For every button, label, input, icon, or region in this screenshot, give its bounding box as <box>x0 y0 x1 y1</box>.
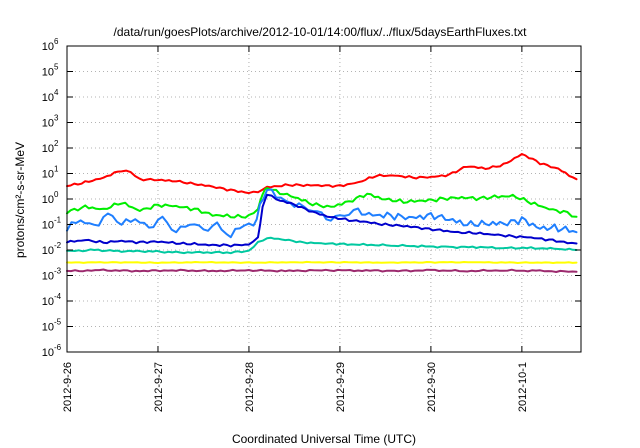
y-tick-label: 10 <box>42 347 54 359</box>
series-line-1 <box>66 153 578 195</box>
x-tick-label: 2012-9-27 <box>153 362 165 412</box>
y-tick-label: 10 <box>42 271 54 283</box>
y-tick-exponent: 4 <box>54 88 59 97</box>
y-tick-exponent: 3 <box>54 114 59 123</box>
chart-title: /data/run/goesPlots/archive/2012-10-01/1… <box>114 25 528 39</box>
y-tick-label: 10 <box>42 220 54 232</box>
series-line-6 <box>66 260 578 264</box>
y-tick-exponent: -1 <box>54 216 62 225</box>
y-tick-exponent: -5 <box>54 318 62 327</box>
y-tick-exponent: 2 <box>54 139 59 148</box>
y-tick-exponent: -6 <box>54 343 62 352</box>
x-tick-label: 2012-9-29 <box>335 362 347 412</box>
y-tick-label: 10 <box>42 118 54 130</box>
y-tick-exponent: 6 <box>54 37 59 46</box>
y-tick-label: 10 <box>42 296 54 308</box>
series-line-4 <box>66 193 578 248</box>
x-tick-label: 2012-9-30 <box>426 362 438 412</box>
ticks-layer <box>66 45 581 353</box>
x-axis-label: Coordinated Universal Time (UTC) <box>232 432 416 446</box>
y-tick-label: 10 <box>42 92 54 104</box>
y-tick-label: 10 <box>42 194 54 206</box>
x-tick-label: 2012-9-26 <box>62 362 74 412</box>
y-tick-exponent: -3 <box>54 267 62 276</box>
x-tick-labels: 2012-9-26 2012-9-27 2012-9-28 2012-9-29 2012… <box>62 362 529 412</box>
series-line-2 <box>66 187 578 219</box>
y-tick-exponent: 5 <box>54 63 59 72</box>
y-tick-label: 10 <box>42 67 54 79</box>
y-tick-labels: 10 -610 -510 -410 -310 -210 -110 010 110 210 310 41… <box>42 37 62 359</box>
series-layer <box>66 153 578 273</box>
y-tick-label: 10 <box>42 245 54 257</box>
y-tick-exponent: 0 <box>54 190 59 199</box>
series-line-5 <box>66 236 578 255</box>
y-tick-exponent: -4 <box>54 292 62 301</box>
x-tick-label: 2012-10-1 <box>517 362 529 412</box>
y-tick-label: 10 <box>42 169 54 181</box>
series-line-7 <box>66 268 578 273</box>
y-tick-label: 10 <box>42 322 54 334</box>
y-tick-label: 10 <box>42 143 54 155</box>
grid-layer <box>67 46 581 352</box>
y-tick-label: 10 <box>42 41 54 53</box>
y-tick-exponent: -2 <box>54 241 62 250</box>
x-tick-label: 2012-9-28 <box>244 362 256 412</box>
y-axis-label: protons/cm²-s-sr-MeV <box>13 142 27 258</box>
series-line-3 <box>66 188 578 239</box>
y-tick-exponent: 1 <box>54 165 59 174</box>
